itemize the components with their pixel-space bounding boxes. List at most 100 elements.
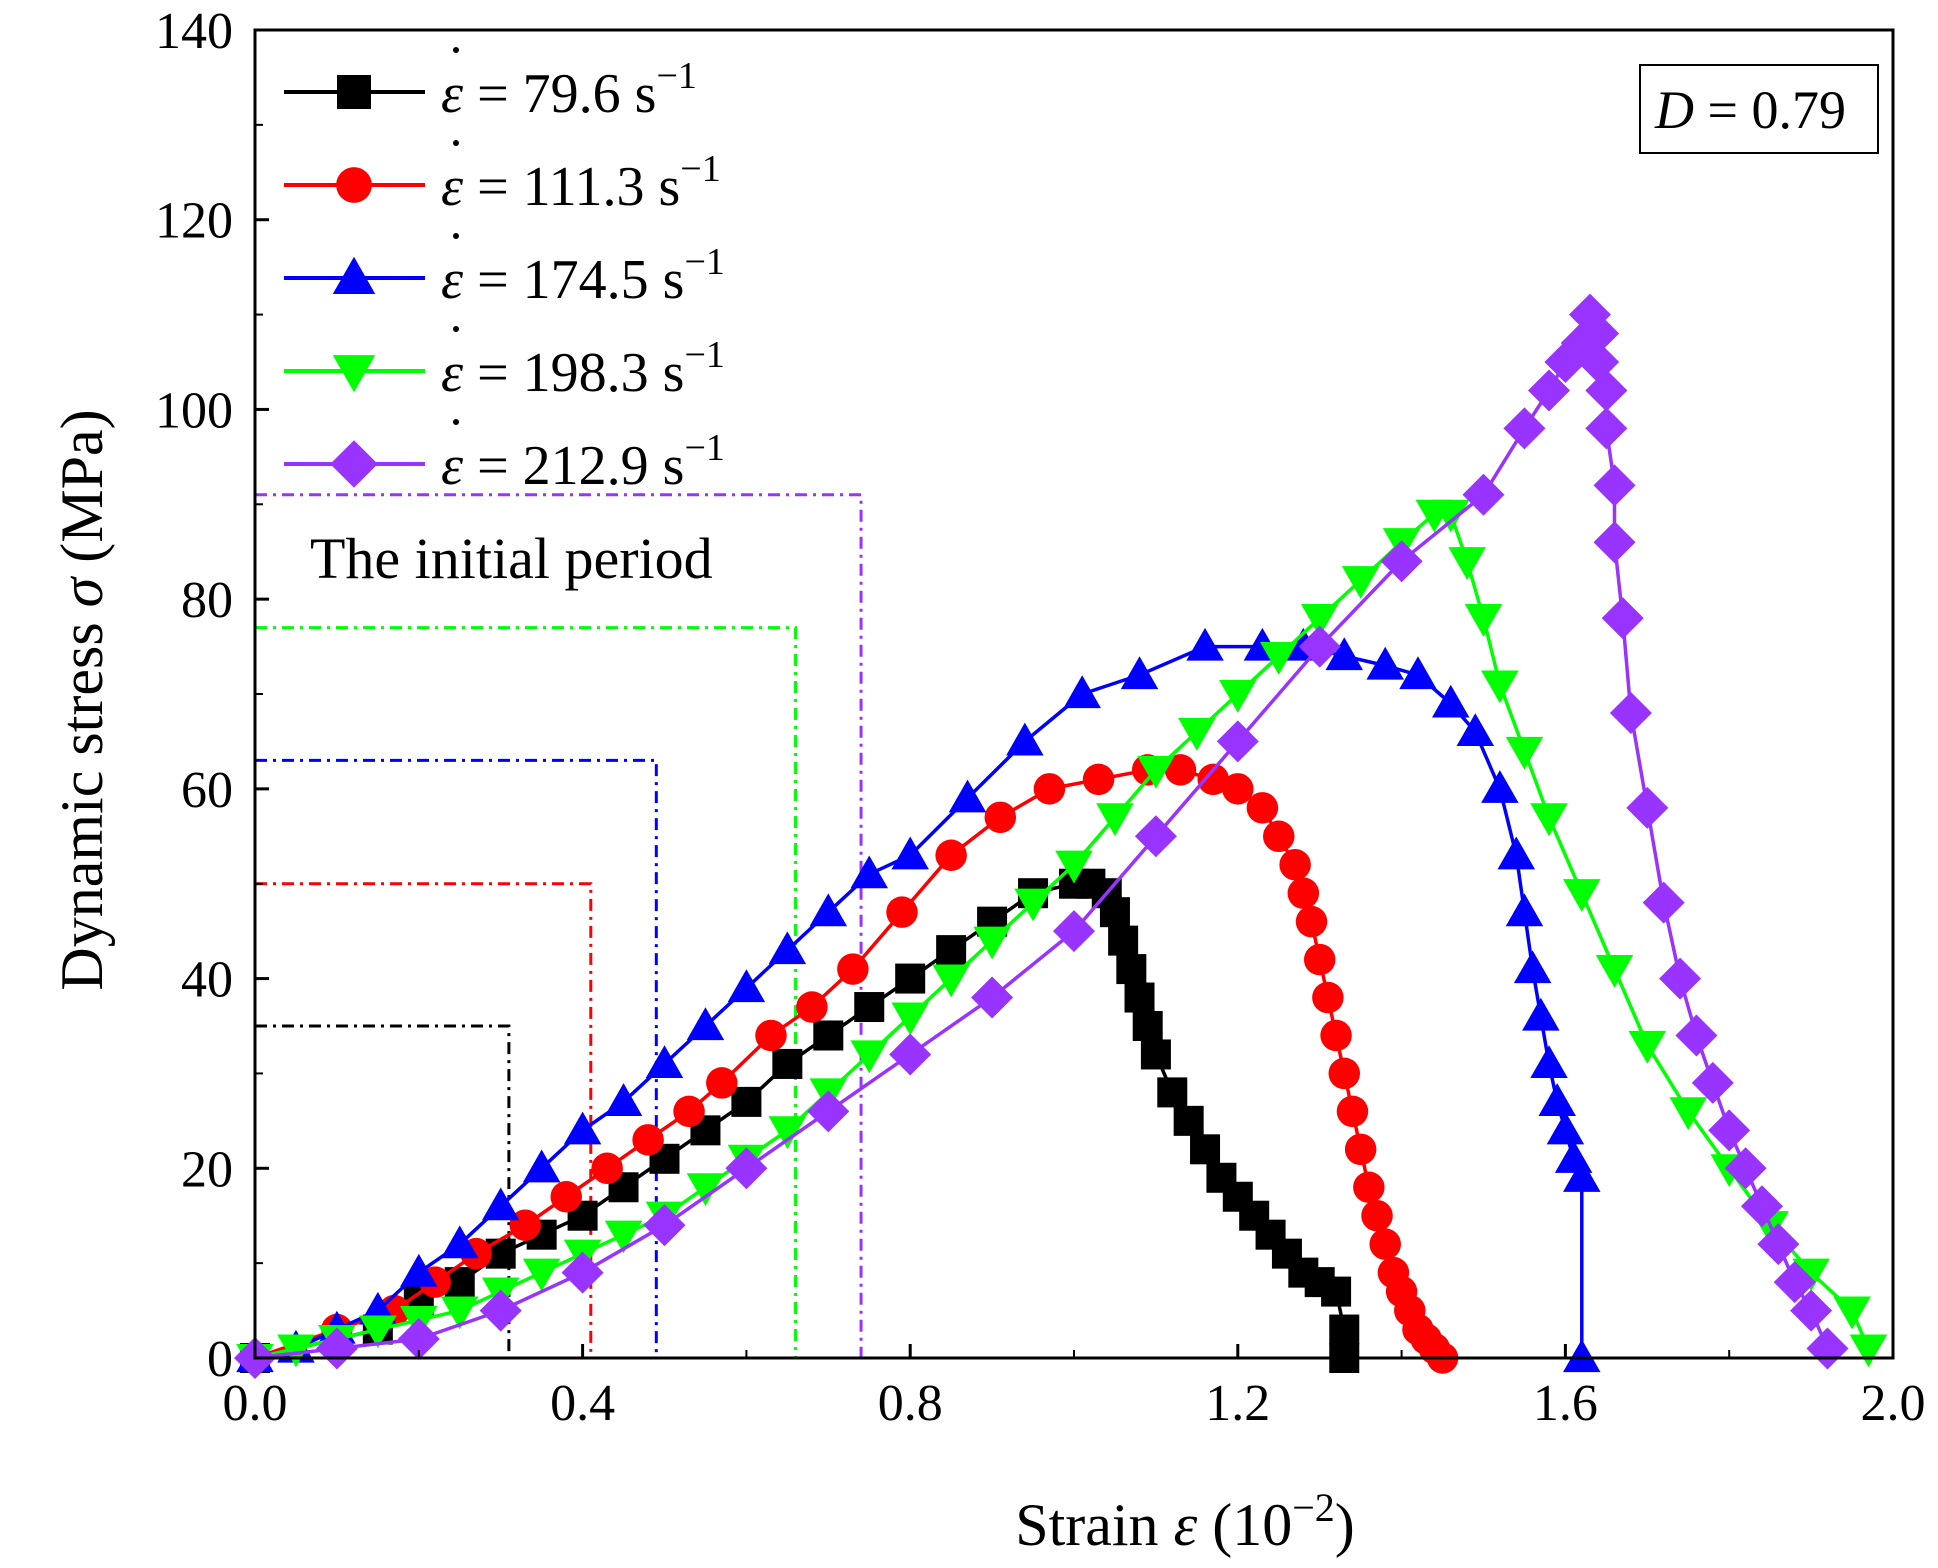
- data-point: [1263, 820, 1295, 853]
- data-point: [632, 1124, 664, 1156]
- data-point: [813, 1020, 844, 1051]
- data-point: [1481, 670, 1519, 704]
- data-point: [1341, 566, 1380, 599]
- data-point: [1300, 604, 1339, 637]
- data-point: [1108, 925, 1139, 956]
- x-axis-title-unit: (10: [1197, 1492, 1292, 1558]
- y-axis-title-prefix: Dynamic stress: [49, 607, 115, 990]
- x-tick-label: 0.8: [878, 1375, 943, 1432]
- legend-exponent: −1: [684, 334, 724, 376]
- data-point: [1320, 1019, 1352, 1052]
- data-point: [1563, 879, 1601, 912]
- data-point: [850, 855, 888, 889]
- data-point: [397, 1318, 440, 1361]
- legend-symbol: ε: [441, 435, 464, 497]
- data-point: [1585, 369, 1628, 412]
- data-point: [1063, 675, 1101, 709]
- data-point: [1219, 679, 1257, 713]
- legend-label: ε = 79.6 s−1: [441, 55, 697, 125]
- data-point: [1366, 646, 1404, 680]
- data-point: [1190, 1134, 1221, 1165]
- data-point: [772, 1048, 803, 1079]
- y-tick-label: 120: [155, 193, 233, 250]
- data-point: [591, 1152, 623, 1185]
- data-point: [725, 1147, 768, 1190]
- legend-value: = 79.6 s: [463, 63, 656, 125]
- data-point: [755, 1019, 787, 1052]
- data-point: [359, 1315, 397, 1349]
- data-point: [604, 1083, 643, 1116]
- data-point: [1186, 627, 1224, 661]
- y-axis-title-symbol: σ: [49, 575, 115, 607]
- data-point: [645, 1045, 684, 1079]
- x-axis-title: Strain ε (10−2): [1015, 1485, 1355, 1558]
- x-axis-title-symbol: ε: [1174, 1492, 1198, 1558]
- data-point: [1173, 1105, 1204, 1136]
- legend-exponent: −1: [680, 148, 720, 190]
- data-point: [891, 1002, 929, 1036]
- annotation-symbol: D: [1654, 80, 1694, 140]
- data-point: [837, 953, 869, 985]
- data-point: [1538, 1083, 1576, 1116]
- data-point: [441, 1296, 479, 1330]
- data-point: [1530, 1045, 1568, 1079]
- legend-exponent: −1: [684, 427, 724, 469]
- data-point: [1593, 464, 1636, 507]
- data-point: [891, 836, 929, 870]
- data-point: [1530, 803, 1568, 837]
- series-markers-174.5: [236, 627, 1601, 1373]
- data-point: [768, 931, 807, 965]
- data-point: [1124, 982, 1155, 1013]
- data-point: [1096, 803, 1134, 837]
- data-point: [1178, 717, 1216, 751]
- y-tick-label: 100: [155, 382, 233, 439]
- series-markers-212.9: [234, 293, 1849, 1379]
- legend-symbol: ε: [441, 63, 464, 125]
- legend-symbol: ε: [441, 249, 464, 311]
- data-point: [936, 935, 967, 966]
- data-point: [1279, 848, 1311, 881]
- annotation-text: D = 0.79: [1654, 80, 1846, 140]
- data-point: [1134, 815, 1177, 858]
- legend-value: = 111.3 s: [463, 156, 680, 218]
- data-point: [550, 1180, 582, 1213]
- data-point: [1609, 691, 1652, 734]
- data-point: [1222, 773, 1254, 805]
- data-point: [1295, 905, 1328, 938]
- data-point: [479, 1289, 522, 1332]
- data-point: [768, 1116, 807, 1150]
- legend-value: = 212.9 s: [463, 435, 684, 497]
- data-point: [727, 969, 766, 1003]
- y-tick-label: 40: [181, 952, 233, 1009]
- data-point: [1431, 499, 1470, 533]
- data-point: [1563, 1159, 1601, 1192]
- data-point: [1329, 1314, 1360, 1345]
- legend-symbol: ε: [441, 156, 464, 218]
- data-point: [895, 963, 926, 994]
- legend-label: ε = 111.3 s−1: [441, 148, 721, 218]
- x-tick-label: 2.0: [1861, 1375, 1926, 1432]
- data-point: [1344, 1133, 1377, 1166]
- legend-label: ε = 212.9 s−1: [441, 427, 725, 497]
- data-point: [1336, 1095, 1369, 1128]
- legend-dot: [453, 140, 459, 146]
- data-point: [277, 1334, 315, 1368]
- data-point: [1585, 407, 1628, 450]
- data-point: [1563, 1339, 1601, 1373]
- data-point: [1303, 943, 1336, 976]
- data-point: [1792, 1258, 1830, 1292]
- data-point: [1601, 597, 1644, 640]
- data-point: [973, 926, 1011, 960]
- legend-dot: [453, 419, 459, 425]
- data-point: [948, 779, 987, 813]
- data-point: [807, 1090, 850, 1133]
- data-point: [1053, 910, 1095, 953]
- y-tick-label: 0: [207, 1331, 233, 1388]
- data-point: [1246, 792, 1279, 824]
- data-point: [1431, 684, 1470, 718]
- data-point: [1626, 786, 1669, 829]
- initial-period-lines: [255, 493, 863, 1358]
- data-point: [1260, 641, 1298, 675]
- data-point: [1006, 722, 1044, 756]
